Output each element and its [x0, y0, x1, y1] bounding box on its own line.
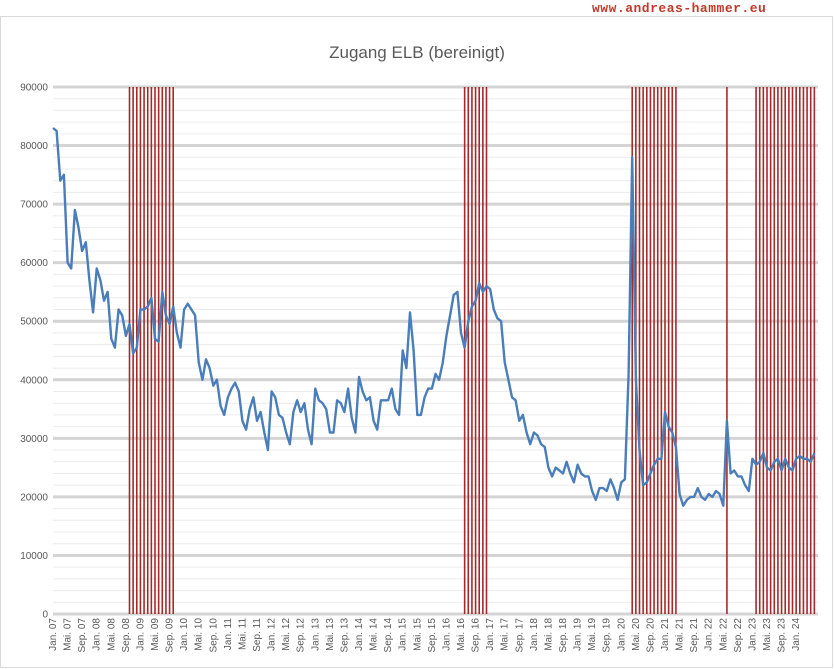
x-tick-label: Sep. 10 — [208, 618, 219, 653]
x-tick-label: Jan. 19 — [573, 618, 584, 651]
x-tick-label: Mai. 23 — [762, 618, 773, 651]
chart-frame: Zugang ELB (bereinigt) 0 10000 20000 30000 4… — [0, 16, 833, 668]
x-tick-label: Jan. 10 — [179, 618, 190, 651]
x-tick-label: Mai. 22 — [718, 618, 729, 651]
x-tick-label: Jan. 23 — [747, 618, 758, 651]
x-tick-label: Sep. 13 — [339, 618, 350, 653]
x-tick-label: Jan. 08 — [92, 618, 103, 651]
x-tick-label: Mai. 20 — [631, 618, 642, 651]
x-tick-label: Sep. 16 — [471, 618, 482, 653]
x-tick-label: Mai. 17 — [500, 618, 511, 651]
x-tick-label: Jan. 14 — [354, 618, 365, 651]
y-tick-label: 20000 — [20, 492, 48, 503]
y-tick-label: 50000 — [20, 317, 48, 328]
x-tick-label: Jan. 07 — [48, 618, 59, 651]
chart-title: Zugang ELB (bereinigt) — [329, 43, 505, 62]
x-tick-label: Sep. 21 — [689, 618, 700, 653]
major-gridlines — [53, 85, 818, 616]
y-tick-label: 90000 — [20, 83, 48, 94]
x-tick-label: Sep. 07 — [77, 618, 88, 653]
y-axis-ticks: 0 10000 20000 30000 40000 50000 60000 70000 8000… — [20, 83, 48, 621]
x-tick-label: Sep. 11 — [252, 618, 263, 652]
x-tick-label: Mai. 09 — [150, 618, 161, 651]
y-tick-label: 10000 — [20, 551, 48, 562]
data-series — [52, 127, 816, 507]
x-tick-label: Mai. 18 — [543, 618, 554, 651]
x-tick-label: Mai. 07 — [63, 618, 74, 651]
x-tick-label: Jan. 12 — [267, 618, 278, 651]
series-line — [52, 127, 816, 507]
y-tick-label: 40000 — [20, 375, 48, 386]
x-tick-label: Sep. 22 — [733, 618, 744, 653]
x-tick-label: Sep. 19 — [602, 618, 613, 653]
watermark-url: www.andreas-hammer.eu — [592, 1, 767, 16]
y-tick-label: 60000 — [20, 258, 48, 269]
x-tick-label: Sep. 12 — [296, 618, 307, 653]
x-tick-label: Sep. 23 — [777, 618, 788, 653]
x-tick-label: Sep. 09 — [165, 618, 176, 653]
x-tick-label: Jan. 21 — [660, 618, 671, 651]
x-tick-label: Jan. 09 — [135, 618, 146, 651]
y-tick-label: 70000 — [20, 200, 48, 211]
x-tick-label: Jan. 18 — [529, 618, 540, 651]
x-tick-label: Mai. 19 — [587, 618, 598, 651]
x-tick-label: Jan. 20 — [616, 618, 627, 651]
x-tick-label: Sep. 17 — [514, 618, 525, 653]
x-tick-label: Mai. 08 — [106, 618, 117, 651]
x-tick-label: Jan. 13 — [310, 618, 321, 651]
x-tick-label: Jan. 22 — [704, 618, 715, 651]
x-tick-label: Mai. 14 — [369, 618, 380, 651]
x-tick-label: Mai. 10 — [194, 618, 205, 651]
x-tick-label: Mai. 11 — [237, 618, 248, 650]
x-tick-label: Sep. 20 — [645, 618, 656, 653]
y-tick-label: 0 — [42, 610, 48, 621]
x-tick-label: Jan. 11 — [223, 618, 234, 650]
x-tick-label: Jan. 24 — [791, 618, 802, 651]
x-tick-label: Jan. 17 — [485, 618, 496, 651]
chart-svg: Zugang ELB (bereinigt) 0 10000 20000 30000 4… — [20, 43, 818, 653]
x-tick-label: Sep. 15 — [427, 618, 438, 653]
x-tick-label: Mai. 13 — [325, 618, 336, 651]
x-tick-label: Sep. 14 — [383, 618, 394, 653]
y-tick-label: 80000 — [20, 141, 48, 152]
x-tick-label: Sep. 18 — [558, 618, 569, 653]
recession-markers — [128, 87, 816, 614]
x-axis-ticks: Jan. 07 Mai. 07 Sep. 07 Jan. 08 Mai. 08 Sep. … — [48, 618, 802, 653]
x-tick-label: Jan. 16 — [441, 618, 452, 651]
y-tick-label: 30000 — [20, 434, 48, 445]
x-tick-label: Jan. 15 — [398, 618, 409, 651]
x-tick-label: Mai. 12 — [281, 618, 292, 651]
x-tick-label: Sep. 08 — [121, 618, 132, 653]
x-tick-label: Mai. 16 — [456, 618, 467, 651]
x-tick-label: Mai. 21 — [675, 618, 686, 651]
minor-gridlines — [53, 98, 818, 603]
x-tick-label: Mai. 15 — [412, 618, 423, 651]
